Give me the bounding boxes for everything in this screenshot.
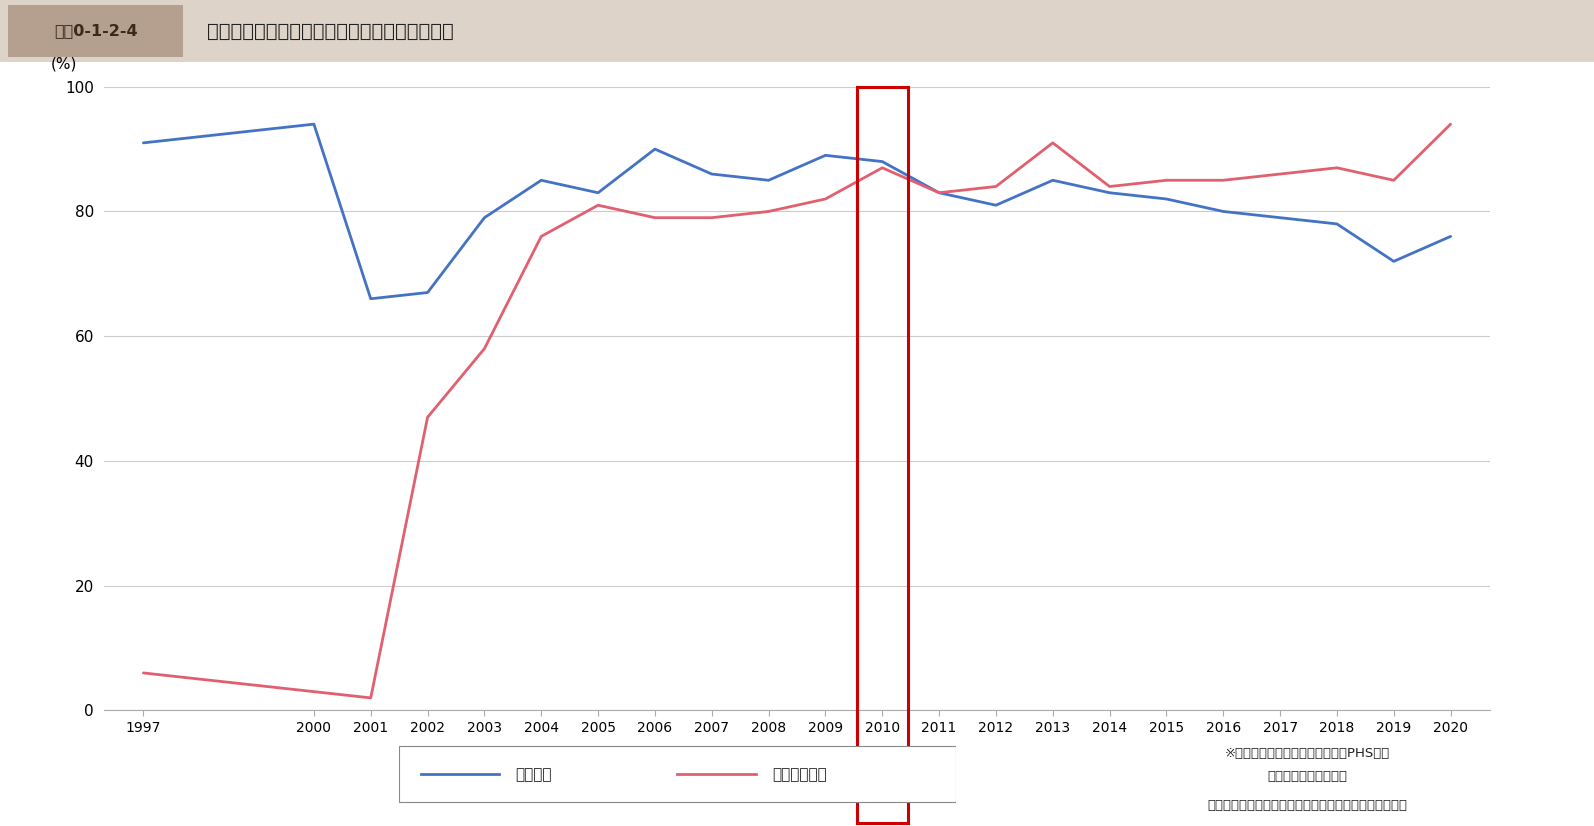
Text: 図表0-1-2-4: 図表0-1-2-4 (54, 23, 137, 39)
Bar (8, 5, 183, 57)
FancyBboxPatch shape (398, 747, 956, 802)
Text: ※モバイル端末とは、携帯電話、PHS及び: ※モバイル端末とは、携帯電話、PHS及び (1224, 747, 1390, 760)
Text: インターネットを利用する際の利用機器の割合: インターネットを利用する際の利用機器の割合 (207, 21, 454, 40)
Text: (%): (%) (51, 56, 77, 71)
Text: スマートフォンを指す: スマートフォンを指す (1267, 770, 1347, 783)
Text: モバイル端末: モバイル端末 (771, 767, 827, 782)
Text: パソコン: パソコン (515, 767, 552, 782)
Text: （出典）総務省「通信利用動向調査」各年版を基に作成: （出典）総務省「通信利用動向調査」各年版を基に作成 (1207, 799, 1408, 812)
